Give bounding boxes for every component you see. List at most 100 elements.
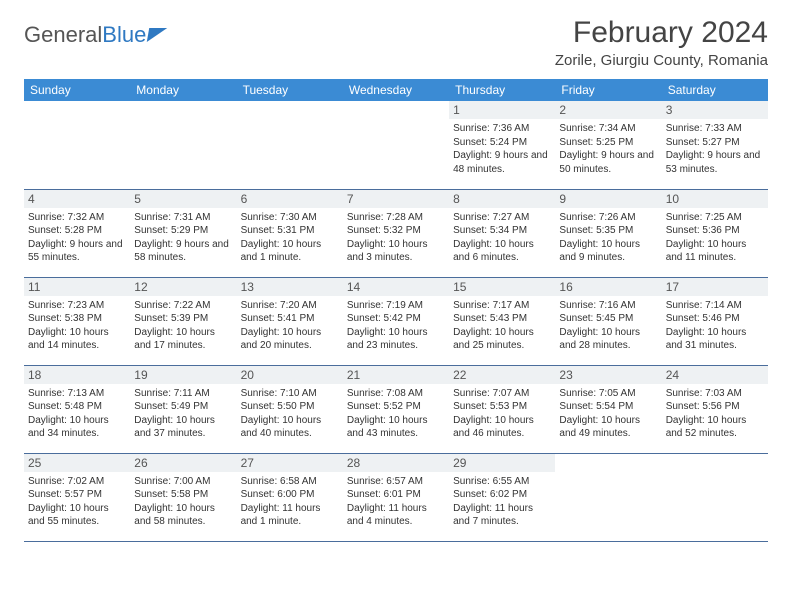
day-info: Sunrise: 7:28 AMSunset: 5:32 PMDaylight:… (347, 211, 445, 265)
day-number: 20 (237, 366, 343, 384)
day-cell: 3Sunrise: 7:33 AMSunset: 5:27 PMDaylight… (662, 101, 768, 189)
day-number: 2 (555, 101, 661, 119)
day-info: Sunrise: 7:32 AMSunset: 5:28 PMDaylight:… (28, 211, 126, 265)
day-number: 29 (449, 454, 555, 472)
empty-cell (237, 101, 343, 189)
day-number: 28 (343, 454, 449, 472)
day-cell: 5 Sunrise: 7:31 AMSunset: 5:29 PMDaylight… (130, 189, 236, 277)
weekday-header: Tuesday (237, 79, 343, 101)
day-info: Sunrise: 7:03 AMSunset: 5:56 PMDaylight:… (666, 387, 764, 441)
day-cell: 9Sunrise: 7:26 AMSunset: 5:35 PMDaylight… (555, 189, 661, 277)
day-cell: 29Sunrise: 6:55 AMSunset: 6:02 PMDayligh… (449, 453, 555, 541)
day-cell: 2 Sunrise: 7:34 AMSunset: 5:25 PMDaylight… (555, 101, 661, 189)
weekday-header-row: SundayMondayTuesdayWednesdayThursdayFrid… (24, 79, 768, 101)
day-info: Sunrise: 7:14 AMSunset: 5:46 PMDaylight:… (666, 299, 764, 353)
day-info: Sunrise: 7:16 AMSunset: 5:45 PMDaylight:… (559, 299, 657, 353)
day-cell: 10 Sunrise: 7:25 AMSunset: 5:36 PMDayligh… (662, 189, 768, 277)
month-title: February 2024 (555, 16, 768, 50)
day-number: 27 (237, 454, 343, 472)
day-number: 22 (449, 366, 555, 384)
day-number: 5 (130, 190, 236, 208)
brand-part1: General (24, 22, 102, 48)
brand-logo: GeneralBlue (24, 22, 166, 48)
day-cell: 6 Sunrise: 7:30 AMSunset: 5:31 PMDaylight… (237, 189, 343, 277)
day-info: Sunrise: 7:20 AMSunset: 5:41 PMDaylight:… (241, 299, 339, 353)
header: GeneralBlue February 2024 Zorile, Giurgi… (24, 16, 768, 69)
calendar-row: 18 Sunrise: 7:13 AMSunset: 5:48 PMDayligh… (24, 365, 768, 453)
day-number: 11 (24, 278, 130, 296)
day-number: 12 (130, 278, 236, 296)
day-info: Sunrise: 7:10 AMSunset: 5:50 PMDaylight:… (241, 387, 339, 441)
day-number: 17 (662, 278, 768, 296)
day-cell: 28 Sunrise: 6:57 AMSunset: 6:01 PMDayligh… (343, 453, 449, 541)
day-info: Sunrise: 7:17 AMSunset: 5:43 PMDaylight:… (453, 299, 551, 353)
day-cell: 15 Sunrise: 7:17 AMSunset: 5:43 PMDayligh… (449, 277, 555, 365)
day-cell: 23 Sunrise: 7:05 AMSunset: 5:54 PMDayligh… (555, 365, 661, 453)
day-info: Sunrise: 7:23 AMSunset: 5:38 PMDaylight:… (28, 299, 126, 353)
day-info: Sunrise: 7:25 AMSunset: 5:36 PMDaylight:… (666, 211, 764, 265)
day-number: 21 (343, 366, 449, 384)
day-number: 19 (130, 366, 236, 384)
day-number: 24 (662, 366, 768, 384)
day-cell: 22 Sunrise: 7:07 AMSunset: 5:53 PMDayligh… (449, 365, 555, 453)
empty-cell (130, 101, 236, 189)
day-info: Sunrise: 7:05 AMSunset: 5:54 PMDaylight:… (559, 387, 657, 441)
empty-cell (662, 453, 768, 541)
day-number: 8 (449, 190, 555, 208)
day-cell: 7Sunrise: 7:28 AMSunset: 5:32 PMDaylight… (343, 189, 449, 277)
day-cell: 17 Sunrise: 7:14 AMSunset: 5:46 PMDayligh… (662, 277, 768, 365)
day-number: 25 (24, 454, 130, 472)
day-number: 1 (449, 101, 555, 119)
day-info: Sunrise: 7:02 AMSunset: 5:57 PMDaylight:… (28, 475, 126, 529)
day-number: 18 (24, 366, 130, 384)
day-info: Sunrise: 6:57 AMSunset: 6:01 PMDaylight:… (347, 475, 445, 529)
location-text: Zorile, Giurgiu County, Romania (555, 52, 768, 69)
empty-cell (555, 453, 661, 541)
day-info: Sunrise: 7:34 AMSunset: 5:25 PMDaylight:… (559, 122, 657, 176)
weekday-header: Saturday (662, 79, 768, 101)
day-info: Sunrise: 7:08 AMSunset: 5:52 PMDaylight:… (347, 387, 445, 441)
day-number: 4 (24, 190, 130, 208)
day-cell: 13 Sunrise: 7:20 AMSunset: 5:41 PMDayligh… (237, 277, 343, 365)
calendar-row: 11 Sunrise: 7:23 AMSunset: 5:38 PMDayligh… (24, 277, 768, 365)
brand-part2: Blue (102, 22, 146, 48)
day-number: 10 (662, 190, 768, 208)
day-cell: 1Sunrise: 7:36 AMSunset: 5:24 PMDaylight… (449, 101, 555, 189)
calendar-table: SundayMondayTuesdayWednesdayThursdayFrid… (24, 79, 768, 542)
day-cell: 14Sunrise: 7:19 AMSunset: 5:42 PMDayligh… (343, 277, 449, 365)
day-info: Sunrise: 7:13 AMSunset: 5:48 PMDaylight:… (28, 387, 126, 441)
day-info: Sunrise: 7:00 AMSunset: 5:58 PMDaylight:… (134, 475, 232, 529)
day-number: 15 (449, 278, 555, 296)
day-number: 16 (555, 278, 661, 296)
day-number: 6 (237, 190, 343, 208)
calendar-row: 25 Sunrise: 7:02 AMSunset: 5:57 PMDayligh… (24, 453, 768, 541)
day-info: Sunrise: 7:30 AMSunset: 5:31 PMDaylight:… (241, 211, 339, 265)
day-cell: 8 Sunrise: 7:27 AMSunset: 5:34 PMDaylight… (449, 189, 555, 277)
empty-cell (343, 101, 449, 189)
day-number: 23 (555, 366, 661, 384)
calendar-body: 1Sunrise: 7:36 AMSunset: 5:24 PMDaylight… (24, 101, 768, 541)
day-number: 3 (662, 101, 768, 119)
day-info: Sunrise: 7:11 AMSunset: 5:49 PMDaylight:… (134, 387, 232, 441)
empty-cell (24, 101, 130, 189)
weekday-header: Friday (555, 79, 661, 101)
day-cell: 19 Sunrise: 7:11 AMSunset: 5:49 PMDayligh… (130, 365, 236, 453)
day-info: Sunrise: 6:58 AMSunset: 6:00 PMDaylight:… (241, 475, 339, 529)
day-cell: 24 Sunrise: 7:03 AMSunset: 5:56 PMDayligh… (662, 365, 768, 453)
weekday-header: Thursday (449, 79, 555, 101)
day-info: Sunrise: 7:27 AMSunset: 5:34 PMDaylight:… (453, 211, 551, 265)
day-cell: 12Sunrise: 7:22 AMSunset: 5:39 PMDayligh… (130, 277, 236, 365)
weekday-header: Monday (130, 79, 236, 101)
weekday-header: Sunday (24, 79, 130, 101)
day-info: Sunrise: 7:07 AMSunset: 5:53 PMDaylight:… (453, 387, 551, 441)
day-cell: 20 Sunrise: 7:10 AMSunset: 5:50 PMDayligh… (237, 365, 343, 453)
day-number: 13 (237, 278, 343, 296)
day-info: Sunrise: 7:31 AMSunset: 5:29 PMDaylight:… (134, 211, 232, 265)
day-cell: 25 Sunrise: 7:02 AMSunset: 5:57 PMDayligh… (24, 453, 130, 541)
day-cell: 21 Sunrise: 7:08 AMSunset: 5:52 PMDayligh… (343, 365, 449, 453)
day-cell: 11 Sunrise: 7:23 AMSunset: 5:38 PMDayligh… (24, 277, 130, 365)
title-block: February 2024 Zorile, Giurgiu County, Ro… (555, 16, 768, 69)
day-number: 26 (130, 454, 236, 472)
day-cell: 4 Sunrise: 7:32 AMSunset: 5:28 PMDaylight… (24, 189, 130, 277)
day-info: Sunrise: 7:19 AMSunset: 5:42 PMDaylight:… (347, 299, 445, 353)
